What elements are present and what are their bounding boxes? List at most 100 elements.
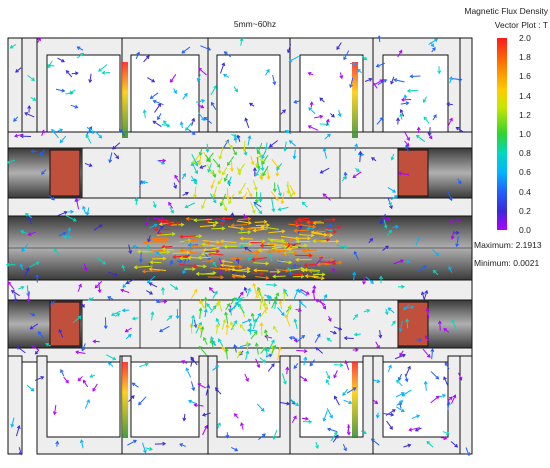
flux-vector-head	[245, 341, 250, 345]
flux-vector-head	[251, 209, 256, 214]
flux-vector	[211, 102, 217, 111]
flux-vector	[415, 427, 422, 432]
flux-vector-head	[219, 202, 224, 207]
flux-vector	[156, 240, 167, 244]
flux-vector-head	[31, 77, 36, 81]
flux-vector-head	[409, 74, 414, 79]
flux-vector-head	[198, 152, 203, 157]
flux-vector-head	[325, 118, 330, 123]
flux-vector	[323, 148, 327, 159]
flux-vector-head	[224, 347, 229, 352]
flux-vector	[256, 403, 265, 412]
flux-vector	[206, 152, 214, 162]
flux-vector	[244, 373, 249, 382]
flux-vector-head	[289, 237, 294, 242]
flux-vector-head	[295, 288, 300, 293]
flux-vector-head	[240, 422, 244, 427]
flux-vector-head	[201, 98, 206, 103]
flux-vector	[13, 116, 19, 122]
flux-vector-head	[194, 238, 199, 243]
flux-vector-head	[77, 377, 82, 382]
flux-vector	[152, 120, 162, 127]
flux-vector-head	[275, 172, 280, 177]
flux-vector	[218, 338, 224, 347]
flux-vector-head	[29, 325, 34, 330]
flux-vector-head	[131, 382, 136, 387]
flux-vector	[233, 269, 250, 273]
flux-vector-head	[173, 90, 177, 95]
flux-vector-head	[179, 256, 183, 261]
flux-vector	[237, 218, 251, 221]
flux-vector-head	[59, 139, 64, 144]
flux-vector-head	[138, 401, 142, 406]
flux-vector	[352, 314, 358, 321]
color-scale-bar	[497, 38, 507, 230]
flux-vector-head	[163, 299, 168, 304]
flux-vector-head	[379, 220, 384, 225]
flux-vector-head	[442, 393, 447, 398]
flux-vector-head	[253, 253, 258, 258]
flux-vector-head	[368, 77, 373, 82]
flux-vector	[108, 271, 118, 276]
flux-vector-head	[271, 363, 275, 368]
flux-vector-head	[233, 136, 238, 141]
flux-vector	[128, 395, 135, 403]
flux-vector-head	[275, 292, 280, 297]
flux-vector-head	[145, 55, 150, 60]
flux-vector-head	[455, 243, 460, 248]
flux-vector	[180, 248, 194, 252]
flux-vector-head	[78, 315, 82, 320]
flux-vector	[20, 264, 24, 271]
flux-vector-head	[433, 114, 437, 119]
flux-vector-head	[49, 301, 54, 305]
flux-vector-head	[220, 263, 225, 268]
flux-vector	[363, 277, 365, 285]
flux-vector	[151, 237, 169, 240]
flux-vector	[431, 349, 434, 360]
flux-vector-head	[210, 171, 214, 176]
flux-vector-head	[259, 176, 264, 181]
flux-vector-head	[149, 291, 154, 295]
flux-vector	[149, 268, 167, 271]
flux-vector-head	[233, 151, 237, 156]
flux-vector-head	[247, 287, 251, 292]
flux-vector	[181, 173, 186, 180]
flux-vector	[267, 339, 275, 352]
flux-vector	[293, 363, 299, 369]
flux-vector-head	[248, 241, 253, 246]
flux-vector	[257, 142, 263, 154]
flux-vector	[156, 251, 165, 260]
flux-vector-head	[215, 302, 220, 307]
flux-vector-head	[401, 284, 405, 289]
flux-vector-head	[304, 274, 309, 279]
flux-vector-head	[256, 150, 261, 155]
flux-vector	[10, 44, 17, 49]
flux-vector-head	[98, 134, 103, 139]
flux-vector	[185, 122, 192, 131]
flux-vector-head	[45, 342, 49, 347]
flux-vector-head	[214, 290, 218, 295]
flux-vector-head	[216, 240, 221, 245]
flux-vector	[182, 93, 188, 100]
flux-vector	[277, 347, 281, 361]
flux-vector	[194, 404, 204, 407]
flux-vector-head	[435, 395, 440, 400]
flux-vector-head	[342, 175, 347, 180]
flux-vector-head	[121, 308, 126, 313]
flux-vector	[396, 400, 403, 406]
flux-vector-head	[303, 356, 308, 361]
flux-vector	[191, 153, 199, 166]
flux-vector-head	[182, 417, 187, 422]
flux-vector-head	[337, 225, 342, 230]
flux-vector-head	[75, 350, 80, 355]
flux-vector	[169, 206, 174, 214]
flux-vector	[403, 444, 411, 448]
flux-vector	[342, 388, 348, 396]
flux-vector	[378, 36, 381, 43]
flux-vector-head	[293, 219, 298, 224]
flux-vector-head	[316, 262, 321, 267]
flux-vector-head	[435, 252, 440, 257]
flux-vector	[191, 315, 194, 328]
flux-vector	[253, 201, 262, 208]
flux-vector	[20, 230, 28, 235]
